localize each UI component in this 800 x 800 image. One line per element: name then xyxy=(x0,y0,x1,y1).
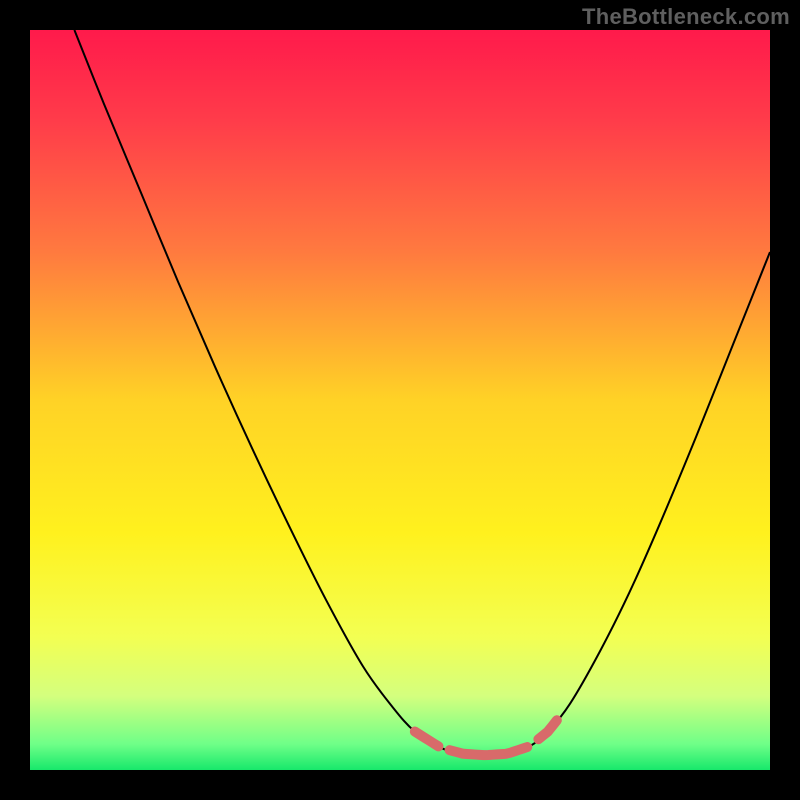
chart-svg xyxy=(0,0,800,800)
plot-background xyxy=(30,30,770,770)
watermark-text: TheBottleneck.com xyxy=(582,4,790,30)
bottleneck-chart: TheBottleneck.com xyxy=(0,0,800,800)
